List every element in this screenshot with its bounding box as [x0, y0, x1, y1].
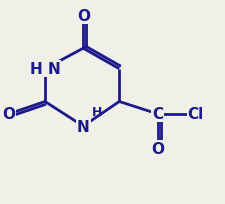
Text: Cl: Cl	[188, 107, 204, 122]
Text: O: O	[2, 107, 16, 122]
Text: C: C	[152, 107, 163, 122]
Text: H N: H N	[30, 62, 60, 77]
Text: O: O	[77, 9, 90, 24]
Text: O: O	[151, 141, 164, 156]
Text: H: H	[92, 105, 103, 118]
Text: N: N	[77, 119, 90, 134]
